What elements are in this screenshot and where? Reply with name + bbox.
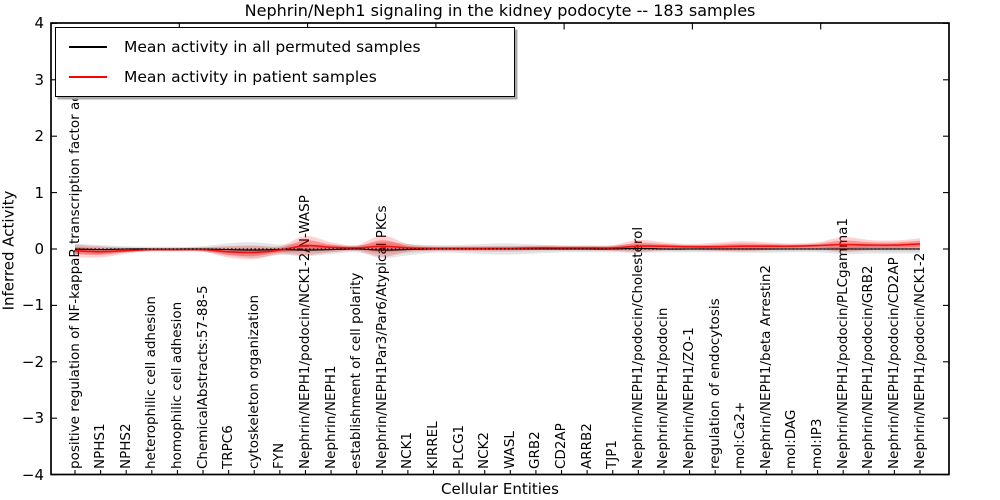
y-tick-label: −2: [21, 352, 44, 371]
legend-entry: Mean activity in all permuted samples: [56, 35, 514, 59]
y-tick-label: −4: [21, 465, 44, 484]
legend-label: Mean activity in all permuted samples: [124, 38, 421, 56]
legend-label: Mean activity in patient samples: [124, 68, 377, 86]
y-tick-label: 0: [34, 240, 44, 258]
legend-line-swatch: [69, 46, 107, 48]
legend-box: Mean activity in all permuted samples Mea…: [55, 27, 515, 97]
permuted-band-inner: [75, 245, 920, 255]
y-tick-label: 2: [34, 127, 44, 146]
y-tick-label: 4: [34, 14, 44, 33]
y-tick-label: −3: [21, 409, 44, 428]
patient-band-outer: [75, 235, 920, 260]
legend-line-swatch: [69, 76, 107, 78]
x-axis-label: Cellular Entities: [441, 480, 559, 498]
y-tick-label: −1: [21, 296, 44, 315]
y-tick-label: 3: [34, 70, 44, 89]
y-tick-label: 1: [34, 183, 44, 202]
chart-title: Nephrin/Neph1 signaling in the kidney po…: [244, 1, 756, 20]
legend-entry: Mean activity in patient samples: [56, 65, 514, 89]
